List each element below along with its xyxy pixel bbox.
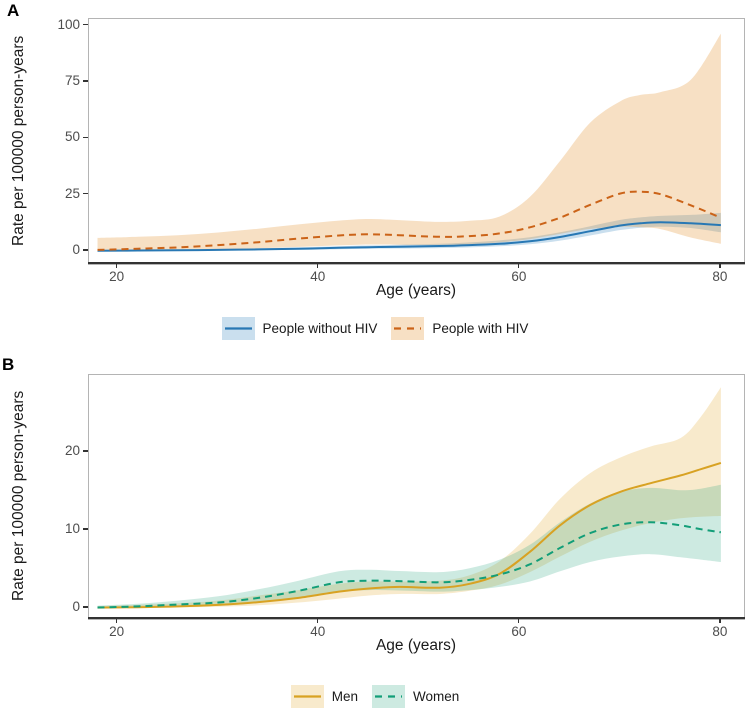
x-tick-label: 80 [712, 269, 728, 284]
legend-b: Men Women [0, 685, 750, 708]
y-tick-mark [83, 80, 88, 82]
legend-key [391, 317, 425, 340]
panel-a-letter: A [7, 1, 20, 20]
x-tick-mark [317, 618, 319, 623]
band-people-with-hiv [97, 33, 721, 251]
line-women [97, 521, 722, 609]
y-tick-label: 75 [64, 73, 80, 88]
x-tick-label: 40 [310, 269, 326, 284]
y-tick-mark [83, 606, 88, 608]
y-tick-label: 100 [57, 16, 80, 32]
x-tick-mark [719, 263, 721, 268]
legend-item-women: Women [371, 685, 460, 708]
x-tick-mark [518, 263, 520, 268]
y-tick-label: 25 [64, 185, 80, 201]
x-tick-label: 60 [511, 269, 527, 284]
legend-key [371, 685, 405, 708]
panel-b-letter: B [2, 355, 15, 374]
x-tick-mark [116, 263, 118, 268]
y-tick-mark [83, 193, 88, 195]
band-women [97, 484, 721, 608]
y-tick-mark [83, 136, 88, 138]
y-tick-mark [83, 450, 88, 452]
y-axis-title-a: Rate per 100000 person-years [10, 35, 27, 246]
legend-item-people-with-hiv: People with HIV [391, 317, 528, 340]
x-tick-mark [719, 618, 721, 623]
legend-label: Men [331, 689, 358, 704]
legend-item-men: Men [290, 685, 358, 708]
panel-a-plot [88, 18, 745, 265]
x-tick-mark [116, 618, 118, 623]
y-tick-mark [83, 249, 88, 251]
legend-item-people-without-hiv: People without HIV [221, 317, 378, 340]
band-people-without-hiv [97, 212, 721, 251]
x-axis-line-b [87, 617, 745, 619]
x-tick-mark [518, 618, 520, 623]
line-people-with-hiv [97, 190, 722, 251]
line-people-without-hiv [97, 221, 721, 252]
x-axis-title-a: Age (years) [375, 282, 457, 299]
y-tick-mark [83, 24, 88, 26]
line-men [97, 461, 722, 609]
legend-label: People with HIV [432, 321, 529, 336]
y-axis-title-b: Rate per 100000 person-years [10, 390, 27, 601]
x-tick-label: 60 [511, 624, 527, 639]
y-tick-mark [83, 528, 88, 530]
y-tick-label: 50 [64, 129, 80, 145]
legend-key [221, 317, 255, 340]
y-tick-label: 0 [72, 242, 80, 257]
panel-b-svg [97, 387, 722, 609]
y-tick-label: 10 [64, 521, 80, 536]
x-tick-mark [317, 263, 319, 268]
x-tick-label: 80 [712, 624, 728, 639]
panel-a-svg [97, 33, 722, 252]
legend-key [290, 685, 324, 708]
x-tick-label: 20 [109, 624, 125, 639]
band-men [97, 387, 721, 608]
legend-a: People without HIV People with HIV [0, 317, 750, 340]
x-tick-label: 20 [109, 269, 125, 284]
y-tick-label: 20 [64, 443, 80, 458]
panel-b-plot [88, 374, 745, 620]
y-tick-label: 0 [72, 599, 80, 614]
x-tick-label: 40 [310, 624, 326, 639]
legend-label: People without HIV [262, 321, 378, 336]
x-axis-title-b: Age (years) [375, 637, 457, 654]
legend-label: Women [412, 689, 460, 704]
x-axis-line-a [87, 262, 745, 264]
